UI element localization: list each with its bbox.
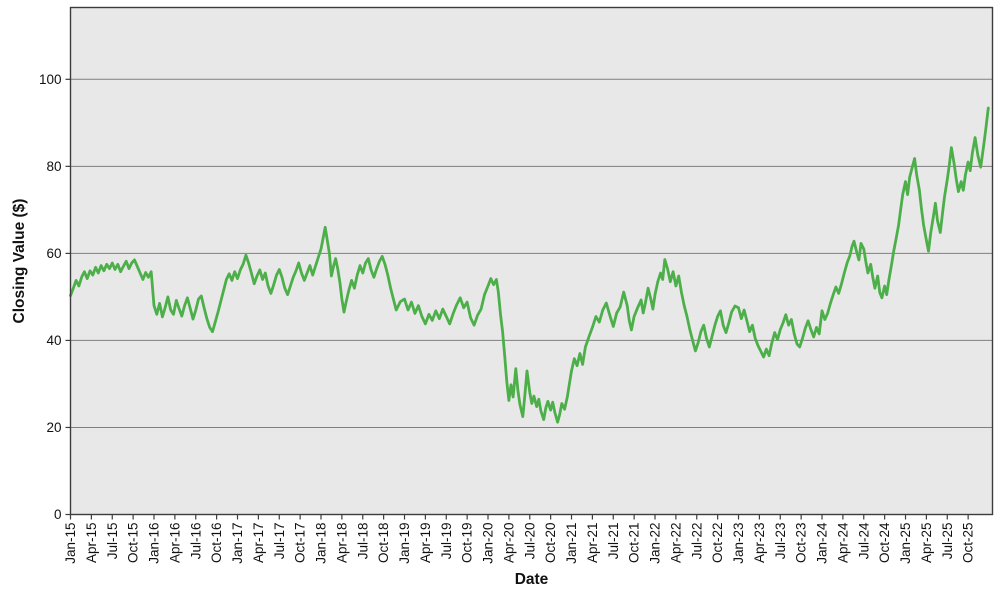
x-tick-label: Oct-20 xyxy=(543,523,558,564)
y-tick-label: 80 xyxy=(46,159,61,174)
x-tick-label: Jan-23 xyxy=(731,523,746,564)
x-tick-label: Jan-21 xyxy=(564,523,579,564)
x-tick-label: Jan-22 xyxy=(648,523,663,564)
y-tick-label: 60 xyxy=(46,246,61,261)
x-tick-label: Jul-20 xyxy=(522,523,537,560)
x-tick-label: Jan-15 xyxy=(63,523,78,564)
x-tick-label: Jul-15 xyxy=(105,523,120,560)
x-tick-label: Oct-24 xyxy=(877,522,892,563)
y-axis-title: Closing Value ($) xyxy=(11,199,28,324)
x-tick-label: Jul-24 xyxy=(856,522,871,559)
series-line-closing-value xyxy=(69,106,990,424)
x-tick-label: Jul-18 xyxy=(355,523,370,560)
x-tick-label: Oct-19 xyxy=(460,523,475,564)
x-tick-label: Jan-17 xyxy=(230,523,245,564)
x-tick-label: Jan-16 xyxy=(147,523,162,564)
x-tick-label: Jul-16 xyxy=(188,523,203,560)
x-axis-title: Date xyxy=(515,571,549,588)
x-tick-label: Jul-25 xyxy=(940,523,955,560)
plot-area-background xyxy=(70,7,993,515)
y-tick-label: 20 xyxy=(46,420,61,435)
x-tick-label: Apr-23 xyxy=(752,523,767,564)
x-tick-label: Apr-22 xyxy=(668,523,683,564)
x-tick-label: Jul-23 xyxy=(773,523,788,560)
x-tick-label: Apr-24 xyxy=(835,522,850,563)
x-tick-label: Jul-17 xyxy=(272,523,287,560)
x-tick-label: Jan-24 xyxy=(815,522,830,564)
x-tick-label: Oct-16 xyxy=(209,523,224,564)
y-tick-label: 0 xyxy=(54,507,62,522)
x-tick-label: Apr-16 xyxy=(167,523,182,564)
y-tick-label: 100 xyxy=(39,72,62,87)
plot-border xyxy=(69,6,994,516)
x-tick-label: Oct-18 xyxy=(376,523,391,564)
x-tick-label: Apr-20 xyxy=(501,523,516,564)
x-tick-label: Oct-15 xyxy=(126,523,141,564)
x-tick-label: Apr-15 xyxy=(84,523,99,564)
x-tick-label: Apr-17 xyxy=(251,523,266,564)
x-tick-label: Oct-22 xyxy=(710,523,725,564)
x-tick-label: Apr-19 xyxy=(418,523,433,564)
y-tick-label: 40 xyxy=(46,333,61,348)
x-tick-label: Jan-25 xyxy=(898,523,913,564)
x-tick-label: Apr-25 xyxy=(919,523,934,564)
x-tick-label: Jan-18 xyxy=(314,523,329,564)
x-tick-label: Oct-23 xyxy=(794,523,809,564)
x-tick-label: Oct-21 xyxy=(627,523,642,564)
x-tick-label: Oct-17 xyxy=(293,523,308,564)
x-tick-label: Apr-21 xyxy=(585,523,600,564)
x-tick-label: Jul-19 xyxy=(439,523,454,560)
x-tick-label: Jul-21 xyxy=(606,523,621,560)
x-tick-label: Apr-18 xyxy=(334,523,349,564)
x-tick-label: Jan-19 xyxy=(397,523,412,564)
x-tick-label: Oct-25 xyxy=(961,523,976,564)
x-tick-label: Jan-20 xyxy=(481,523,496,564)
x-tick-label: Jul-22 xyxy=(689,523,704,560)
